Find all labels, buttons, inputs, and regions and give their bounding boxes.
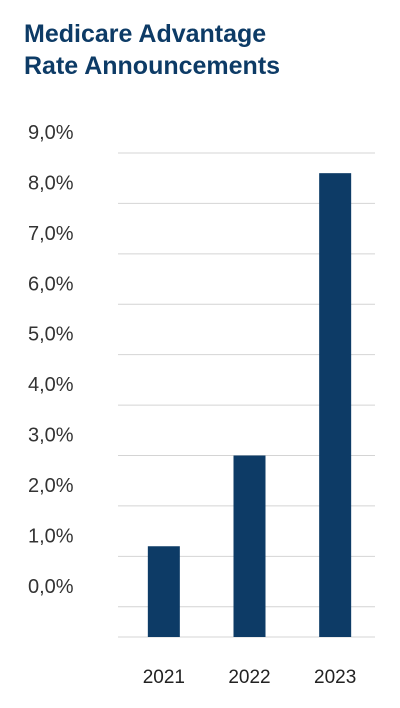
y-tick-label: 0,0%	[28, 576, 74, 598]
x-tick-label: 2022	[228, 667, 270, 688]
x-tick-label: 2021	[143, 667, 185, 688]
bars	[147, 173, 352, 637]
x-axis: 2021 2022 2023	[143, 667, 357, 688]
bar-2021	[147, 546, 180, 637]
y-tick-label: 2,0%	[28, 475, 74, 497]
y-axis: 9,0% 8,0% 7,0% 6,0% 5,0% 4,0% 3,0% 2,0% 1,0% 0,0%	[28, 122, 74, 598]
bar-2022	[233, 455, 266, 637]
y-tick-label: 1,0%	[28, 525, 74, 547]
y-tick-label: 6,0%	[28, 273, 74, 295]
chart-title-line-2: Rate Announcements	[24, 52, 281, 80]
bar-2023	[319, 173, 352, 637]
x-tick-label: 2023	[314, 667, 356, 688]
chart-title: Medicare Advantage Rate Announcements	[24, 18, 280, 82]
y-tick-label: 7,0%	[28, 223, 74, 245]
y-tick-label: 4,0%	[28, 374, 74, 396]
y-tick-label: 9,0%	[28, 122, 74, 144]
y-tick-label: 8,0%	[28, 172, 74, 194]
chart-title-line-1: Medicare Advantage	[24, 20, 267, 48]
y-tick-label: 5,0%	[28, 324, 74, 346]
y-tick-label: 3,0%	[28, 425, 74, 447]
